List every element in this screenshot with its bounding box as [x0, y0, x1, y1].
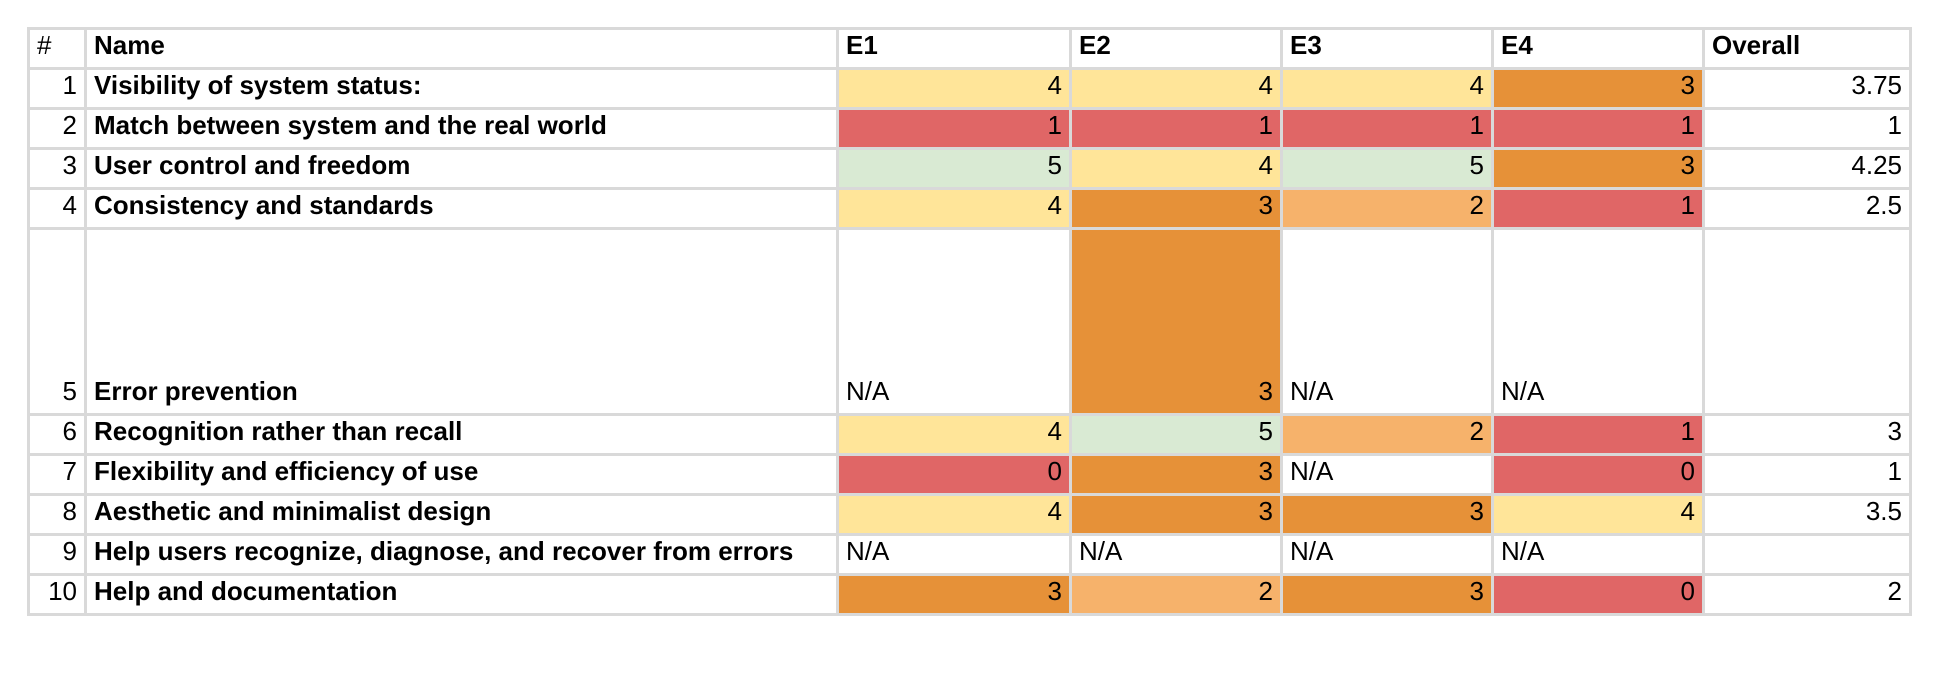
score-e4: 1 [1491, 413, 1705, 456]
score-e4: 3 [1491, 67, 1705, 110]
score-e1: N/A [836, 227, 1072, 416]
row-number: 10 [27, 573, 87, 616]
table-row: 9 Help users recognize, diagnose, and re… [27, 533, 1912, 576]
overall-score: 3.5 [1702, 493, 1912, 536]
score-e1: 0 [836, 453, 1072, 496]
score-e4: 4 [1491, 493, 1705, 536]
score-e1: N/A [836, 533, 1072, 576]
row-number: 5 [27, 227, 87, 416]
overall-score: 1 [1702, 107, 1912, 150]
score-e2: 1 [1069, 107, 1283, 150]
row-number: 3 [27, 147, 87, 190]
header-row: # Name E1 E2 E3 E4 Overall [27, 27, 1912, 70]
table-row: 3 User control and freedom 5 4 5 3 4.25 [27, 147, 1912, 190]
heuristic-name: Help and documentation [84, 573, 839, 616]
header-e2: E2 [1069, 27, 1283, 70]
score-e2: 4 [1069, 67, 1283, 110]
row-number: 6 [27, 413, 87, 456]
score-e1: 1 [836, 107, 1072, 150]
overall-score: 1 [1702, 453, 1912, 496]
score-e4: 1 [1491, 187, 1705, 230]
overall-score [1702, 533, 1912, 576]
heuristic-name: Help users recognize, diagnose, and reco… [84, 533, 839, 576]
score-e1: 4 [836, 413, 1072, 456]
overall-score: 2.5 [1702, 187, 1912, 230]
table-row: 6 Recognition rather than recall 4 5 2 1… [27, 413, 1912, 456]
overall-score: 3 [1702, 413, 1912, 456]
heuristic-evaluation-table: # Name E1 E2 E3 E4 Overall 1 Visibility … [27, 27, 1912, 616]
score-e3: 3 [1280, 493, 1494, 536]
table-row: 1 Visibility of system status: 4 4 4 3 3… [27, 67, 1912, 110]
header-name: Name [84, 27, 839, 70]
heuristic-name: Aesthetic and minimalist design [84, 493, 839, 536]
score-e3: N/A [1280, 453, 1494, 496]
row-number: 1 [27, 67, 87, 110]
score-e3: 4 [1280, 67, 1494, 110]
heuristic-name: Match between system and the real world [84, 107, 839, 150]
overall-score: 2 [1702, 573, 1912, 616]
score-e4: 0 [1491, 573, 1705, 616]
score-e1: 4 [836, 67, 1072, 110]
row-number: 2 [27, 107, 87, 150]
score-e3: 2 [1280, 187, 1494, 230]
table-row: 4 Consistency and standards 4 3 2 1 2.5 [27, 187, 1912, 230]
row-number: 8 [27, 493, 87, 536]
overall-score: 3.75 [1702, 67, 1912, 110]
score-e1: 5 [836, 147, 1072, 190]
table-row: 10 Help and documentation 3 2 3 0 2 [27, 573, 1912, 616]
score-e2: 2 [1069, 573, 1283, 616]
row-number: 4 [27, 187, 87, 230]
score-e3: N/A [1280, 533, 1494, 576]
overall-score [1702, 227, 1912, 416]
table-row: 7 Flexibility and efficiency of use 0 3 … [27, 453, 1912, 496]
score-e4: 3 [1491, 147, 1705, 190]
score-e1: 4 [836, 187, 1072, 230]
score-e4: 1 [1491, 107, 1705, 150]
row-number: 7 [27, 453, 87, 496]
table-row: 8 Aesthetic and minimalist design 4 3 3 … [27, 493, 1912, 536]
score-e1: 3 [836, 573, 1072, 616]
score-e2: N/A [1069, 533, 1283, 576]
score-e1: 4 [836, 493, 1072, 536]
score-e4: N/A [1491, 227, 1705, 416]
heuristic-name: User control and freedom [84, 147, 839, 190]
score-e3: 1 [1280, 107, 1494, 150]
table-row: 5 Error prevention N/A 3 N/A N/A [27, 227, 1912, 416]
table-row: 2 Match between system and the real worl… [27, 107, 1912, 150]
score-e2: 5 [1069, 413, 1283, 456]
score-e3: 2 [1280, 413, 1494, 456]
row-number: 9 [27, 533, 87, 576]
heuristic-name: Flexibility and efficiency of use [84, 453, 839, 496]
header-e1: E1 [836, 27, 1072, 70]
score-e2: 4 [1069, 147, 1283, 190]
heuristic-name: Consistency and standards [84, 187, 839, 230]
score-e3: 5 [1280, 147, 1494, 190]
score-e2: 3 [1069, 493, 1283, 536]
score-e4: N/A [1491, 533, 1705, 576]
score-e2: 3 [1069, 227, 1283, 416]
header-e4: E4 [1491, 27, 1705, 70]
score-e4: 0 [1491, 453, 1705, 496]
header-overall: Overall [1702, 27, 1912, 70]
heuristic-name: Visibility of system status: [84, 67, 839, 110]
header-e3: E3 [1280, 27, 1494, 70]
header-index: # [27, 27, 87, 70]
score-e3: 3 [1280, 573, 1494, 616]
score-e2: 3 [1069, 453, 1283, 496]
overall-score: 4.25 [1702, 147, 1912, 190]
score-e2: 3 [1069, 187, 1283, 230]
heuristic-name: Recognition rather than recall [84, 413, 839, 456]
heuristic-name: Error prevention [84, 227, 839, 416]
score-e3: N/A [1280, 227, 1494, 416]
